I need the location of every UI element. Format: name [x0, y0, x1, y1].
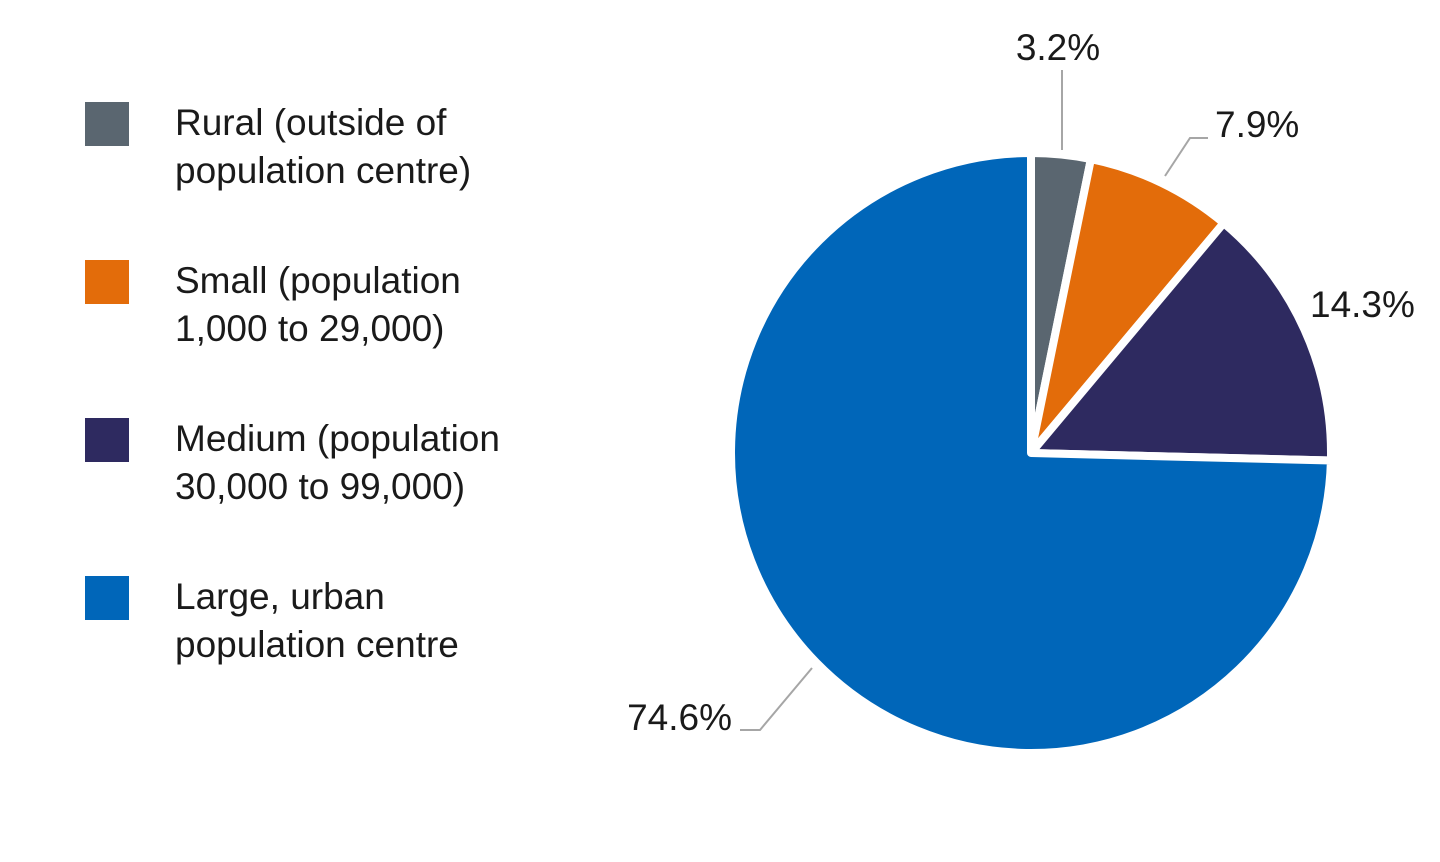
legend-swatch	[85, 418, 129, 462]
legend-item-large: Large, urban population centre	[85, 576, 459, 669]
legend-label: Large, urban population centre	[175, 576, 459, 665]
legend-item-rural: Rural (outside of population centre)	[85, 102, 471, 195]
legend-swatch	[85, 576, 129, 620]
data-label-rural: 3.2%	[1016, 27, 1100, 68]
pie-slice-small	[1027, 155, 1228, 457]
leader-line-large	[740, 667, 813, 731]
data-label-medium: 14.3%	[1310, 284, 1415, 325]
leader-line-small	[1164, 137, 1208, 177]
legend-item-small: Small (population 1,000 to 29,000)	[85, 260, 461, 353]
pie-slice-medium	[1027, 219, 1335, 465]
legend-item-medium: Medium (population 30,000 to 99,000)	[85, 418, 500, 511]
legend-label: Rural (outside of population centre)	[175, 102, 472, 191]
legend-label: Medium (population 30,000 to 99,000)	[175, 418, 500, 507]
data-label-small: 7.9%	[1215, 104, 1299, 145]
legend-swatch	[85, 260, 129, 304]
data-label-large: 74.6%	[627, 697, 732, 738]
pie-slice-large	[727, 149, 1335, 757]
legend-label: Small (population 1,000 to 29,000)	[175, 260, 461, 349]
legend-swatch	[85, 102, 129, 146]
